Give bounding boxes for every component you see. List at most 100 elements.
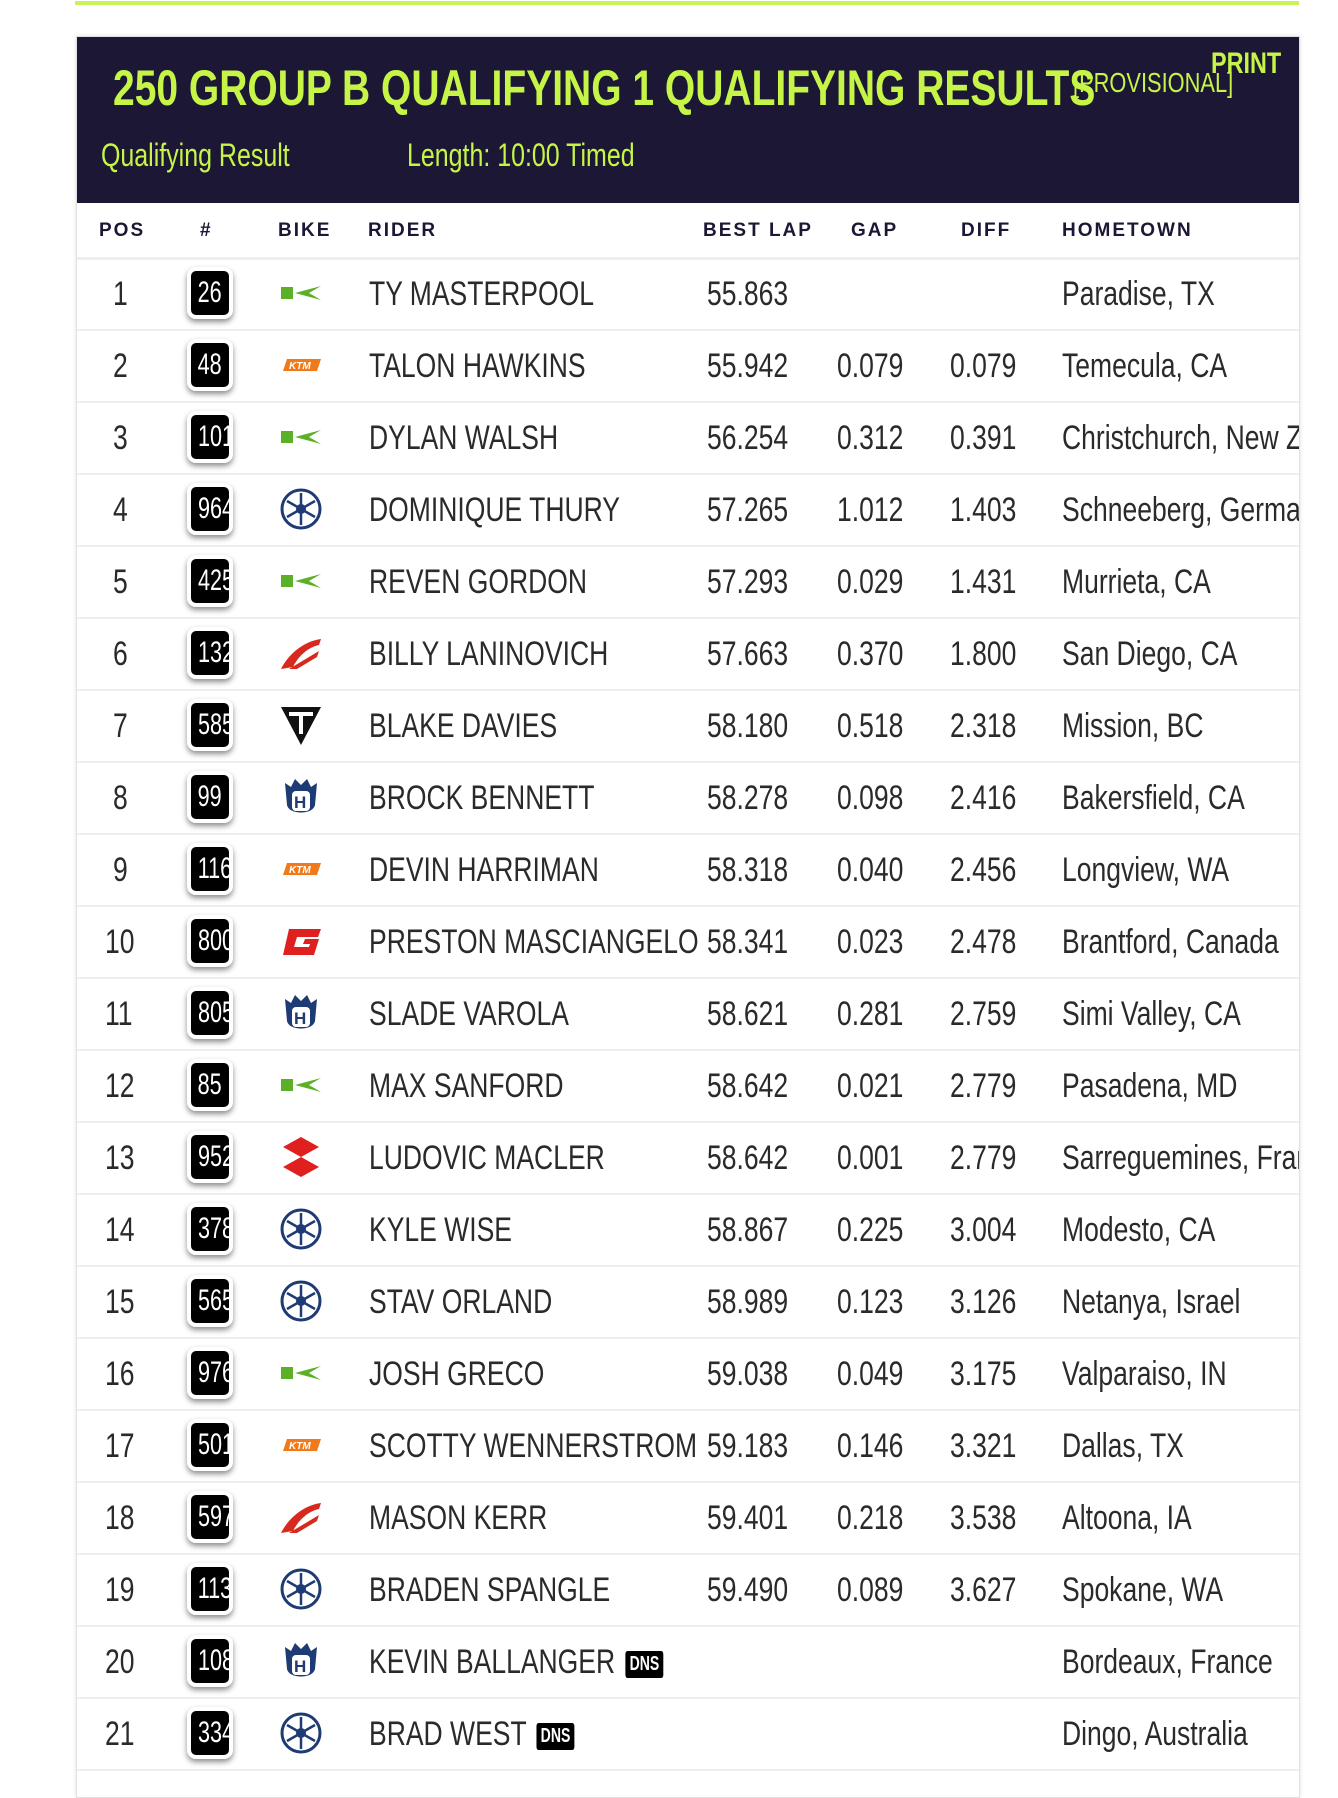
col-rider: RIDER (368, 220, 438, 241)
best-lap: 58.642 (707, 1067, 789, 1105)
rider-number-plate: 108 (187, 1635, 233, 1687)
rider-name[interactable]: DOMINIQUE THURY (369, 491, 620, 529)
col-diff: DIFF (961, 220, 1012, 241)
rider-name[interactable]: BROCK BENNETT (369, 779, 595, 817)
hometown: Longview, WA (1062, 851, 1230, 889)
gap: 0.370 (837, 635, 904, 673)
results-header: 250 GROUP B QUALIFYING 1 QUALIFYING RESU… (77, 37, 1299, 203)
rider-number: 85 (197, 1068, 223, 1101)
rider-name[interactable]: SLADE VAROLA (369, 995, 569, 1033)
rider-name[interactable]: JOSH GRECO (369, 1355, 545, 1393)
best-lap: 59.401 (707, 1499, 789, 1537)
gap: 0.518 (837, 707, 904, 745)
table-header: POS # BIKE RIDER BEST LAP GAP DIFF HOMET… (77, 203, 1299, 260)
table-row: 17 501 KTM SCOTTY WENNERSTROM 59.183 0.1… (77, 1409, 1299, 1483)
diff: 3.175 (950, 1355, 1017, 1393)
best-lap: 59.183 (707, 1427, 789, 1465)
position: 19 (105, 1571, 135, 1609)
position: 20 (105, 1643, 135, 1681)
col-hometown: HOMETOWN (1062, 220, 1193, 241)
print-button[interactable]: PRINT (1211, 47, 1282, 80)
rider-name[interactable]: BILLY LANINOVICH (369, 635, 609, 673)
hometown: Mission, BC (1062, 707, 1204, 745)
rider-number-plate: 101 (187, 411, 233, 463)
table-row: 7 585 BLAKE DAVIES 58.180 0.518 2.318 Mi… (77, 689, 1299, 763)
position: 21 (105, 1715, 135, 1753)
rider-name-cell: DYLAN WALSH (369, 419, 558, 458)
rider-name[interactable]: BRADEN SPANGLE (369, 1571, 611, 1609)
gap: 0.218 (837, 1499, 904, 1537)
hometown: Temecula, CA (1062, 347, 1228, 385)
rider-number-plate: 48 (187, 339, 233, 391)
rider-name-cell: BILLY LANINOVICH (369, 635, 608, 674)
rider-name[interactable]: MAX SANFORD (369, 1067, 564, 1105)
diff: 2.318 (950, 707, 1017, 745)
rider-number-plate: 565 (187, 1275, 233, 1327)
table-row: 9 116 KTM DEVIN HARRIMAN 58.318 0.040 2.… (77, 833, 1299, 907)
best-lap: 55.942 (707, 347, 789, 385)
rider-name[interactable]: KEVIN BALLANGER (369, 1643, 616, 1681)
svg-text:H: H (294, 1009, 306, 1028)
rider-number-plate: 26 (187, 267, 233, 319)
gap: 0.089 (837, 1571, 904, 1609)
rider-name[interactable]: STAV ORLAND (369, 1283, 553, 1321)
rider-number: 132 (198, 636, 233, 669)
hometown: Brantford, Canada (1062, 923, 1279, 961)
kawasaki-logo-icon (279, 1063, 323, 1107)
svg-text:KTM: KTM (289, 1441, 311, 1452)
hometown: Altoona, IA (1062, 1499, 1192, 1537)
best-lap: 58.621 (707, 995, 789, 1033)
rider-name-cell: REVEN GORDON (369, 563, 587, 602)
position: 17 (105, 1427, 135, 1465)
rider-name[interactable]: BRAD WEST (369, 1715, 527, 1753)
rider-number-plate: 976 (187, 1347, 233, 1399)
session-length: Length: 10:00 Timed (407, 137, 635, 173)
rider-name-cell: BRAD WEST DNS (369, 1715, 577, 1754)
diff: 2.478 (950, 923, 1017, 961)
table-row: 10 800 PRESTON MASCIANGELO 58.341 0.023 … (77, 905, 1299, 979)
rider-name[interactable]: LUDOVIC MACLER (369, 1139, 605, 1177)
position: 11 (105, 995, 133, 1033)
position: 18 (105, 1499, 135, 1537)
rider-name-cell: PRESTON MASCIANGELO (369, 923, 699, 962)
svg-text:H: H (294, 1657, 306, 1676)
page-title: 250 GROUP B QUALIFYING 1 QUALIFYING RESU… (113, 60, 1096, 116)
dns-badge: DNS (536, 1722, 575, 1750)
rider-name[interactable]: DYLAN WALSH (369, 419, 559, 457)
kawasaki-logo-icon (279, 415, 323, 459)
rider-name[interactable]: DEVIN HARRIMAN (369, 851, 599, 889)
rider-name-cell: KYLE WISE (369, 1211, 512, 1250)
rider-name-cell: SCOTTY WENNERSTROM (369, 1427, 697, 1466)
table-row: 20 108 H KEVIN BALLANGER DNS Bordeaux, Fr… (77, 1625, 1299, 1699)
rider-name[interactable]: TALON HAWKINS (369, 347, 586, 385)
rider-name-cell: DOMINIQUE THURY (369, 491, 620, 530)
gap: 0.281 (837, 995, 904, 1033)
diff: 1.403 (950, 491, 1017, 529)
yamaha-logo-icon (279, 1207, 323, 1251)
rider-name[interactable]: KYLE WISE (369, 1211, 512, 1249)
rider-number-plate: 116 (187, 843, 233, 895)
gap: 0.123 (837, 1283, 904, 1321)
rider-name-cell: DEVIN HARRIMAN (369, 851, 599, 890)
rider-name-cell: KEVIN BALLANGER DNS (369, 1643, 665, 1682)
best-lap: 59.490 (707, 1571, 789, 1609)
rider-name[interactable]: REVEN GORDON (369, 563, 588, 601)
rider-name[interactable]: MASON KERR (369, 1499, 548, 1537)
rider-name[interactable]: SCOTTY WENNERSTROM (369, 1427, 698, 1465)
results-card: 250 GROUP B QUALIFYING 1 QUALIFYING RESU… (76, 36, 1300, 1798)
rider-number: 101 (198, 420, 233, 453)
rider-name[interactable]: BLAKE DAVIES (369, 707, 558, 745)
position: 15 (105, 1283, 135, 1321)
best-lap: 57.293 (707, 563, 789, 601)
rider-number: 964 (198, 492, 233, 525)
position: 13 (105, 1139, 135, 1177)
kawasaki-logo-icon (279, 271, 323, 315)
diff: 0.391 (950, 419, 1017, 457)
hometown: Dallas, TX (1062, 1427, 1184, 1465)
col-best-lap: BEST LAP (703, 220, 813, 241)
rider-name[interactable]: TY MASTERPOOL (369, 275, 594, 313)
best-lap: 58.642 (707, 1139, 789, 1177)
rider-name[interactable]: PRESTON MASCIANGELO (369, 923, 699, 961)
rider-number-plate: 334 (187, 1707, 233, 1759)
gap: 0.029 (837, 563, 904, 601)
